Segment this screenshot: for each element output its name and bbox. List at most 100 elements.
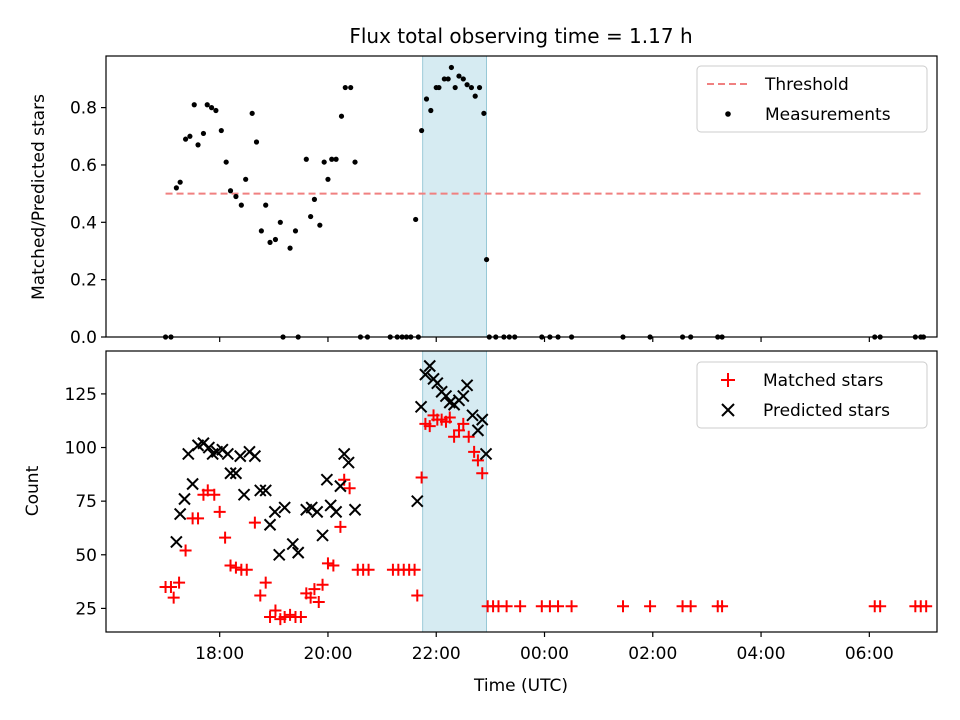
bottom-matched-stars-point: [874, 600, 887, 613]
x-tick-label: 04:00: [737, 644, 786, 664]
bottom-predicted-stars-point: [316, 529, 329, 542]
top-measurements-point: [456, 73, 462, 79]
top-measurements-point: [200, 130, 207, 137]
bottom-predicted-stars-point: [479, 447, 493, 461]
bottom-matched-stars-point: [500, 600, 513, 613]
top-measurements-point: [263, 202, 269, 208]
top-measurements-point: [303, 156, 309, 162]
bottom-predicted-stars-point: [460, 379, 474, 392]
bottom-matched-stars-point: [219, 531, 232, 544]
bottom-matched-stars-point: [457, 417, 470, 430]
bottom-predicted-stars-point: [221, 447, 235, 461]
x-tick-label: 00:00: [520, 644, 569, 664]
bottom-matched-stars-point: [343, 482, 356, 495]
bottom-predicted-stars-point: [202, 441, 216, 454]
top-measurements-point: [338, 113, 345, 119]
bottom-matched-stars-point: [327, 559, 340, 572]
bottom-y-axis-label: Count: [23, 465, 43, 516]
bottom-matched-stars-point: [920, 600, 933, 613]
bottom-matched-stars-point: [443, 411, 456, 424]
bottom-matched-stars-point: [224, 559, 237, 572]
bottom-predicted-stars-point: [254, 484, 267, 497]
bottom-matched-stars-point: [269, 604, 282, 617]
top-measurements-point: [325, 176, 331, 182]
top-y-tick-label: 0.0: [70, 328, 97, 348]
top-measurements-point: [173, 185, 179, 191]
top-measurements-point: [428, 107, 434, 114]
top-measurements-point: [243, 176, 249, 182]
bottom-matched-stars-point: [304, 591, 317, 604]
bottom-predicted-stars-point: [186, 477, 199, 491]
top-measurements-point: [348, 84, 354, 91]
bottom-predicted-stars-point: [431, 376, 444, 390]
bottom-predicted-stars-point: [229, 467, 243, 480]
bottom-predicted-stars-point: [310, 505, 324, 519]
top-y-tick-label: 0.6: [70, 156, 97, 176]
bottom-predicted-stars-point: [476, 413, 489, 426]
x-tick-label: 06:00: [845, 644, 894, 664]
bottom-matched-stars-point: [312, 595, 325, 608]
top-measurements-point: [253, 139, 260, 145]
top-measurements-point: [468, 84, 475, 91]
bottom-predicted-stars-point: [170, 535, 183, 549]
bottom-y-tick-label: 75: [75, 492, 97, 512]
top-measurements-point: [423, 96, 430, 102]
bottom-predicted-stars-point: [268, 505, 282, 519]
bottom-matched-stars-point: [684, 600, 697, 613]
bottom-matched-stars-point: [229, 561, 242, 574]
bottom-matched-stars-point: [208, 488, 221, 501]
bottom-y-tick-label: 125: [65, 385, 97, 405]
legend-measurements-swatch: [725, 111, 731, 117]
legend-predicted-label: Predicted stars: [763, 401, 890, 421]
bottom-axes-frame: [105, 350, 938, 633]
bottom-y-tick-label: 100: [65, 439, 97, 459]
top-measurements-point: [277, 219, 283, 225]
top-y-tick-label: 0.8: [70, 99, 97, 119]
bottom-predicted-stars-point: [320, 473, 334, 486]
top-measurements-point: [329, 156, 335, 162]
bottom-legend-box: [696, 361, 928, 429]
bottom-matched-stars-point: [213, 505, 226, 518]
bottom-data-marks: [159, 359, 933, 626]
bottom-matched-stars-point: [316, 578, 329, 591]
top-measurements-point: [249, 110, 255, 116]
bottom-y-tick-label: 25: [75, 599, 97, 619]
bottom-predicted-stars-point: [457, 389, 470, 403]
top-measurements-point: [223, 159, 229, 165]
top-measurements-point: [333, 156, 339, 162]
bottom-matched-stars-point: [264, 610, 277, 623]
top-measurements-point: [213, 107, 219, 114]
bottom-matched-stars-point: [411, 589, 424, 602]
bottom-matched-stars-point: [644, 600, 657, 613]
top-measurements-point: [464, 82, 470, 88]
bottom-predicted-stars-point: [334, 479, 347, 493]
plot-title: Flux total observing time = 1.17 h: [349, 24, 692, 48]
top-y-tick-label: 0.4: [70, 213, 97, 233]
bottom-matched-stars-point: [254, 589, 267, 602]
top-measurements-point: [452, 84, 458, 91]
bottom-matched-stars-point: [415, 471, 428, 484]
top-measurements-point: [460, 76, 466, 82]
top-observing-window-shade: [422, 55, 487, 338]
top-measurements-point: [483, 256, 490, 263]
top-measurements-point: [352, 159, 358, 165]
bottom-y-tick-label: 50: [75, 546, 97, 566]
legend-predicted-swatch: [721, 403, 735, 417]
bottom-predicted-stars-point: [224, 467, 237, 480]
x-tick-label: 20:00: [303, 644, 352, 664]
bottom-matched-stars-point: [552, 600, 565, 613]
top-measurements-point: [258, 228, 264, 234]
top-measurements-point: [419, 127, 425, 134]
bottom-matched-stars-point: [617, 600, 630, 613]
top-measurements-point: [476, 84, 483, 91]
top-shade-layer: [422, 55, 487, 338]
bottom-predicted-stars-point: [348, 503, 362, 516]
bottom-matched-stars-point: [240, 563, 253, 576]
bottom-predicted-stars-point: [237, 488, 251, 501]
bottom-predicted-stars-point: [259, 484, 272, 497]
top-measurements-point: [287, 245, 293, 251]
bottom-matched-stars-point: [201, 484, 214, 497]
bottom-shade-layer: [422, 350, 487, 633]
bottom-matched-stars-point: [448, 430, 461, 443]
